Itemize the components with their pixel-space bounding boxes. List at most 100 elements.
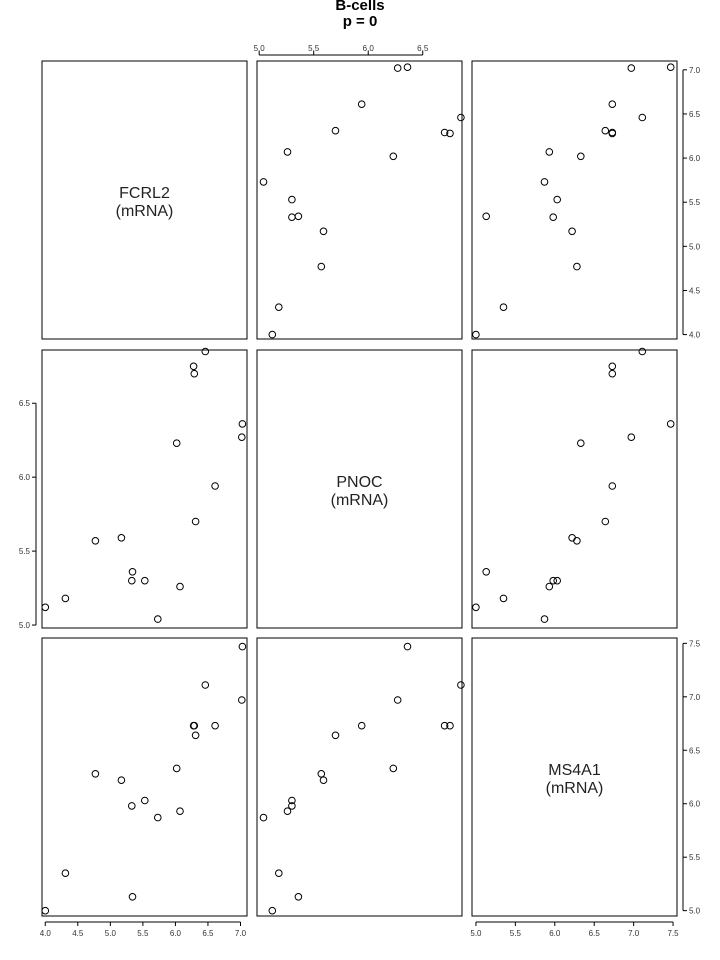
x-tick-label: 4.0 xyxy=(40,929,52,938)
variable-label-ms4a1: MS4A1 xyxy=(548,762,601,779)
data-point xyxy=(319,227,328,236)
data-point xyxy=(294,893,303,901)
panel-fcrl2-pnoc xyxy=(256,60,463,340)
data-point xyxy=(154,615,162,623)
data-point xyxy=(608,369,617,378)
y-tick-label: 6.0 xyxy=(689,154,701,163)
data-point xyxy=(154,813,162,822)
data-point xyxy=(128,568,137,576)
data-point xyxy=(190,369,199,378)
data-point xyxy=(238,642,247,651)
x-tick-label: 4.5 xyxy=(72,929,84,938)
x-tick-label: 5.0 xyxy=(105,929,117,938)
y-tick-label: 5.5 xyxy=(689,853,701,862)
x-tick-label: 5.5 xyxy=(137,929,149,938)
variable-unit-ms4a1: (mRNA) xyxy=(546,780,604,797)
data-point xyxy=(568,534,576,542)
y-tick-label: 4.5 xyxy=(689,286,701,295)
y-tick-label: 6.0 xyxy=(19,473,31,482)
data-point xyxy=(331,126,340,135)
data-point xyxy=(608,100,617,108)
x-tick-label: 6.0 xyxy=(363,44,375,53)
data-point xyxy=(601,517,610,526)
data-point xyxy=(540,178,549,186)
y-tick-label: 6.5 xyxy=(19,399,31,408)
data-point xyxy=(238,696,246,704)
x-tick-label: 7.5 xyxy=(667,929,679,938)
data-point xyxy=(389,764,398,773)
data-point xyxy=(91,537,100,545)
data-point xyxy=(440,128,449,137)
x-tick-label: 6.0 xyxy=(549,929,561,938)
variable-label-fcrl2: FCRL2 xyxy=(119,185,170,202)
data-point xyxy=(201,681,210,689)
y-tick-label: 7.0 xyxy=(689,693,701,702)
data-point xyxy=(549,576,558,585)
y-tick-label: 6.0 xyxy=(689,800,701,809)
data-point xyxy=(393,64,402,72)
data-point xyxy=(268,906,277,915)
data-point xyxy=(601,126,610,135)
data-point xyxy=(91,770,100,778)
x-tick-label: 7.0 xyxy=(235,929,247,938)
panel-fcrl2-ms4a1 xyxy=(471,60,678,340)
data-point xyxy=(627,433,636,442)
data-point xyxy=(128,893,137,901)
data-point xyxy=(357,100,366,108)
data-point xyxy=(666,420,675,428)
data-point xyxy=(294,212,303,221)
y-tick-label: 6.5 xyxy=(689,746,701,755)
data-point xyxy=(638,347,647,356)
x-tick-label: 6.5 xyxy=(589,929,601,938)
data-point xyxy=(141,576,149,585)
data-point xyxy=(288,195,296,204)
data-point xyxy=(319,776,328,785)
y-tick-label: 6.5 xyxy=(689,110,701,119)
data-point xyxy=(211,721,219,730)
data-point xyxy=(482,212,491,221)
y-tick-label: 5.0 xyxy=(689,242,701,251)
data-point xyxy=(275,303,283,312)
x-tick-label: 7.0 xyxy=(628,929,640,938)
data-point xyxy=(393,696,402,704)
data-point xyxy=(191,731,200,740)
data-point xyxy=(553,195,562,204)
data-point xyxy=(499,594,508,603)
data-point xyxy=(128,576,136,585)
panel-pnoc-pnoc xyxy=(256,349,463,629)
data-point xyxy=(238,433,246,442)
y-tick-label: 5.0 xyxy=(19,621,31,630)
data-point xyxy=(317,262,326,271)
x-tick-label: 5.0 xyxy=(470,929,482,938)
data-point xyxy=(403,63,412,71)
data-point xyxy=(259,813,268,822)
data-point xyxy=(61,869,70,878)
data-point xyxy=(608,482,617,490)
data-point xyxy=(457,681,465,689)
y-tick-label: 4.0 xyxy=(689,331,701,340)
data-point xyxy=(446,721,454,730)
panel-ms4a1-fcrl2 xyxy=(41,637,248,917)
data-point xyxy=(357,721,366,730)
data-point xyxy=(545,582,554,591)
data-point xyxy=(176,582,184,591)
data-point xyxy=(141,796,149,805)
data-point xyxy=(549,213,558,221)
x-tick-label: 5.0 xyxy=(254,44,266,53)
panel-ms4a1-ms4a1 xyxy=(471,637,678,917)
data-point xyxy=(540,615,549,623)
y-tick-label: 5.5 xyxy=(689,198,701,207)
chart-subtitle: p = 0 xyxy=(342,13,378,30)
variable-unit-fcrl2: (mRNA) xyxy=(116,203,174,220)
data-point xyxy=(573,537,581,545)
y-tick-label: 5.5 xyxy=(19,547,31,556)
data-point xyxy=(446,129,454,138)
variable-label-pnoc: PNOC xyxy=(336,474,382,491)
data-point xyxy=(41,603,50,612)
data-point xyxy=(117,534,126,542)
data-point xyxy=(553,576,562,585)
panel-ms4a1-pnoc xyxy=(256,637,463,917)
data-point xyxy=(457,113,465,122)
data-point xyxy=(440,721,449,730)
x-tick-label: 5.5 xyxy=(308,44,320,53)
